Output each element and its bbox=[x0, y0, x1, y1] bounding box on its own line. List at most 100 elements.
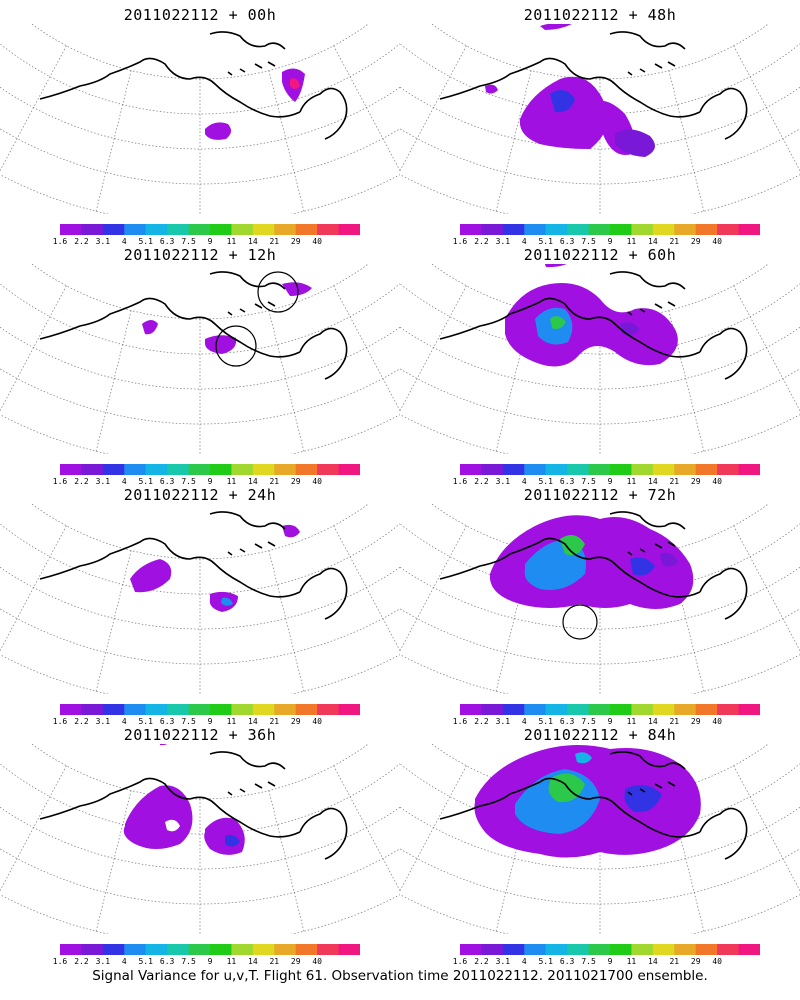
colorbar-swatch bbox=[610, 704, 632, 715]
panel-title: 2011022112 + 48h bbox=[523, 6, 677, 24]
colorbar-tick-label: 14 bbox=[648, 477, 658, 486]
graticule bbox=[0, 744, 400, 934]
variance-contour bbox=[142, 320, 158, 335]
variance-contour bbox=[205, 122, 232, 140]
colorbar-swatch bbox=[167, 224, 190, 235]
variance-contour bbox=[519, 76, 608, 149]
variance-contour bbox=[225, 834, 240, 847]
colorbar-swatch bbox=[460, 944, 482, 955]
colorbar-tick-label: 29 bbox=[290, 477, 301, 486]
observation-circle bbox=[215, 325, 257, 367]
coastlines bbox=[439, 751, 748, 860]
colorbar-tick-label: 9 bbox=[607, 957, 613, 966]
variance-field bbox=[474, 745, 701, 858]
coastline bbox=[609, 271, 686, 290]
colorbar-swatch bbox=[210, 224, 232, 235]
colorbar-tick-label: 1.6 bbox=[52, 957, 68, 966]
colorbar-tick-label: 9 bbox=[607, 237, 613, 246]
colorbar-swatch bbox=[81, 464, 104, 475]
colorbar-swatch bbox=[481, 464, 504, 475]
colorbar-tick-label: 11 bbox=[626, 717, 637, 726]
forecast-panel: 2011022112 + 48h 1.6 2.2 3.1 4 5.1 6.3 7.5 9 11 14… bbox=[400, 2, 800, 247]
colorbar-swatch bbox=[524, 944, 547, 955]
colorbar-swatch bbox=[60, 944, 82, 955]
colorbar-tick-label: 29 bbox=[290, 957, 301, 966]
colorbar-swatch bbox=[610, 944, 632, 955]
polar-map bbox=[400, 504, 800, 694]
colorbar-tick-label: 6.3 bbox=[559, 237, 575, 246]
colorbar-swatch bbox=[81, 224, 104, 235]
coastline bbox=[209, 271, 286, 290]
colorbar-tick-label: 4 bbox=[521, 237, 527, 246]
colorbar-swatch bbox=[610, 464, 632, 475]
coastlines bbox=[39, 751, 348, 860]
colorbar-labels: 1.6 2.2 3.1 4 5.1 6.3 7.5 9 11 14 21 29 40 bbox=[453, 237, 760, 249]
colorbar-swatch bbox=[738, 944, 760, 955]
colorbar-swatch bbox=[631, 704, 654, 715]
colorbar-tick-label: 7.5 bbox=[581, 957, 596, 966]
colorbar-tick-label: 9 bbox=[207, 717, 213, 726]
colorbar-tick-label: 3.1 bbox=[495, 477, 511, 486]
variance-contour bbox=[505, 283, 678, 367]
colorbar-labels: 1.6 2.2 3.1 4 5.1 6.3 7.5 9 11 14 21 29 40 bbox=[53, 237, 360, 249]
colorbar-tick-label: 6.3 bbox=[559, 717, 575, 726]
colorbar-swatch bbox=[81, 704, 104, 715]
colorbar-swatch bbox=[167, 704, 190, 715]
colorbar-swatch bbox=[524, 464, 547, 475]
colorbar-swatch bbox=[231, 224, 254, 235]
colorbar-swatch bbox=[124, 224, 147, 235]
coastline bbox=[627, 301, 676, 316]
colorbar-swatch bbox=[295, 704, 318, 715]
colorbar-labels: 1.6 2.2 3.1 4 5.1 6.3 7.5 9 11 14 21 29 40 bbox=[453, 477, 760, 489]
colorbar bbox=[460, 704, 760, 715]
colorbar-labels: 1.6 2.2 3.1 4 5.1 6.3 7.5 9 11 14 21 29 40 bbox=[53, 957, 360, 969]
colorbar-tick-label: 5.1 bbox=[538, 477, 553, 486]
colorbar-swatch bbox=[295, 224, 318, 235]
colorbar-tick-label: 29 bbox=[290, 237, 301, 246]
colorbar-swatch bbox=[545, 224, 568, 235]
colorbar-swatch bbox=[145, 944, 168, 955]
colorbar-swatch bbox=[167, 944, 190, 955]
graticule bbox=[400, 264, 800, 454]
colorbar-tick-label: 40 bbox=[312, 477, 322, 486]
variance-contour bbox=[630, 557, 655, 576]
colorbar-swatch bbox=[502, 224, 525, 235]
colorbar-swatch bbox=[588, 944, 611, 955]
variance-contour bbox=[615, 129, 655, 157]
colorbar-swatch bbox=[695, 224, 718, 235]
colorbar-tick-label: 5.1 bbox=[138, 237, 153, 246]
colorbar-tick-label: 6.3 bbox=[159, 717, 175, 726]
colorbar-swatch bbox=[210, 944, 232, 955]
colorbar-swatch bbox=[188, 224, 211, 235]
variance-contour bbox=[165, 819, 180, 832]
graticule bbox=[0, 504, 400, 694]
variance-field bbox=[505, 264, 678, 367]
colorbar-tick-label: 29 bbox=[290, 717, 301, 726]
variance-contour bbox=[550, 316, 566, 330]
colorbar-tick-label: 29 bbox=[690, 237, 701, 246]
colorbar-tick-label: 6.3 bbox=[159, 957, 175, 966]
colorbar-tick-label: 2.2 bbox=[474, 957, 489, 966]
colorbar-tick-label: 5.1 bbox=[538, 237, 553, 246]
colorbar-tick-label: 40 bbox=[712, 957, 722, 966]
graticule bbox=[0, 264, 400, 454]
variance-field bbox=[123, 744, 245, 855]
colorbar bbox=[60, 944, 360, 955]
colorbar-tick-label: 21 bbox=[669, 477, 680, 486]
colorbar-tick-label: 1.6 bbox=[52, 237, 68, 246]
colorbar-tick-label: 3.1 bbox=[95, 957, 111, 966]
colorbar-tick-label: 2.2 bbox=[74, 237, 89, 246]
colorbar-swatch bbox=[567, 464, 590, 475]
colorbar-tick-label: 40 bbox=[712, 237, 722, 246]
colorbar-tick-label: 5.1 bbox=[538, 717, 553, 726]
colorbar-tick-label: 6.3 bbox=[159, 237, 175, 246]
variance-contour bbox=[550, 90, 575, 113]
colorbar-swatch bbox=[338, 704, 360, 715]
colorbar-swatch bbox=[317, 944, 340, 955]
coastlines bbox=[39, 511, 348, 620]
colorbar-tick-label: 29 bbox=[690, 477, 701, 486]
coastline bbox=[227, 781, 276, 796]
colorbar-tick-label: 3.1 bbox=[495, 957, 511, 966]
colorbar-tick-label: 9 bbox=[207, 477, 213, 486]
colorbar-swatch bbox=[252, 704, 275, 715]
